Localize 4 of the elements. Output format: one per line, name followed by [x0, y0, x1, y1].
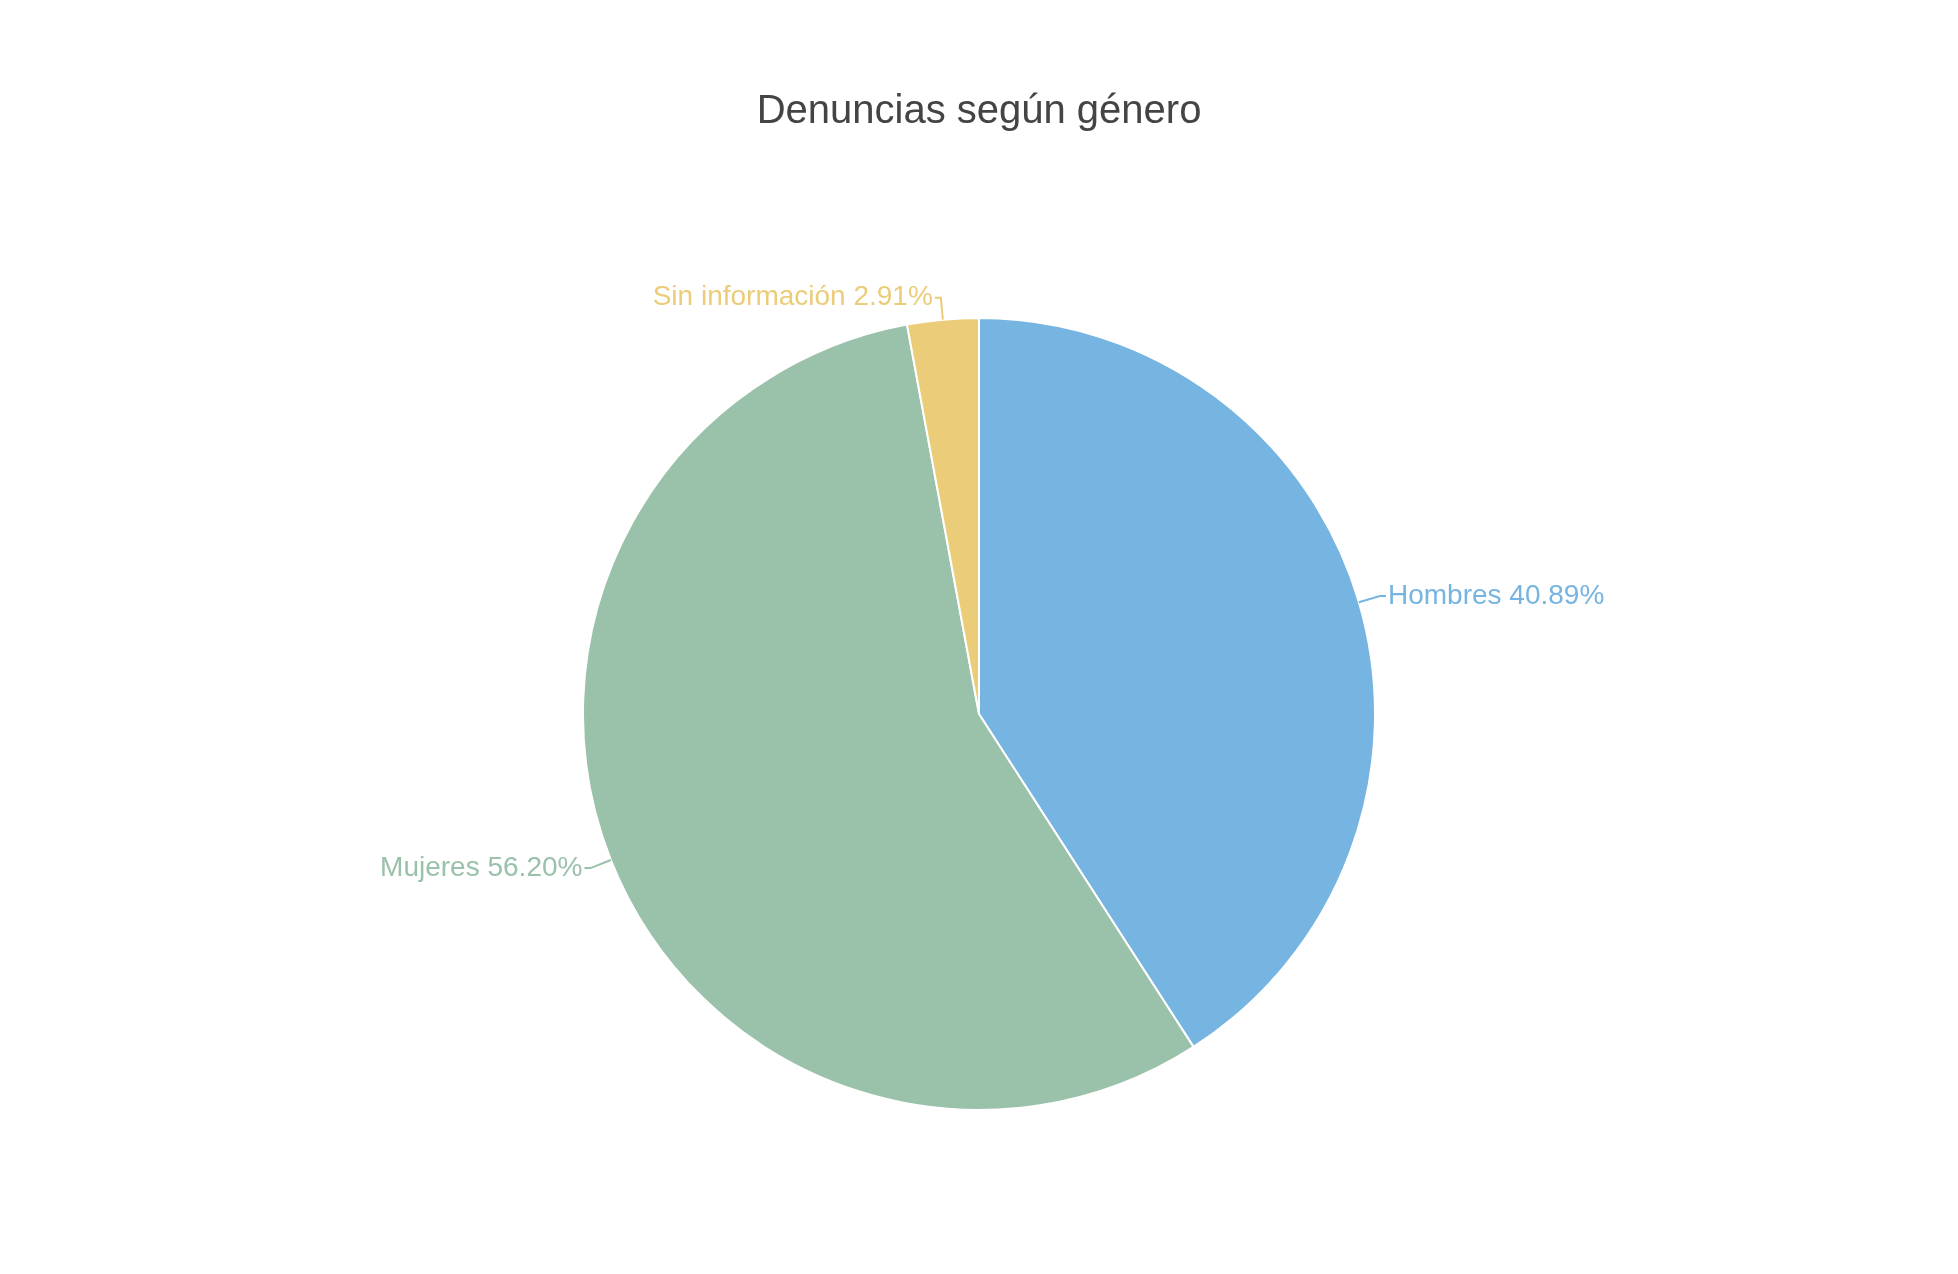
slice-label: Sin información 2.91% [652, 280, 933, 312]
chart-title: Denuncias según género [756, 87, 1202, 132]
slice-label: Hombres 40.89% [1388, 578, 1605, 610]
slice-label: Mujeres 56.20% [380, 850, 583, 882]
